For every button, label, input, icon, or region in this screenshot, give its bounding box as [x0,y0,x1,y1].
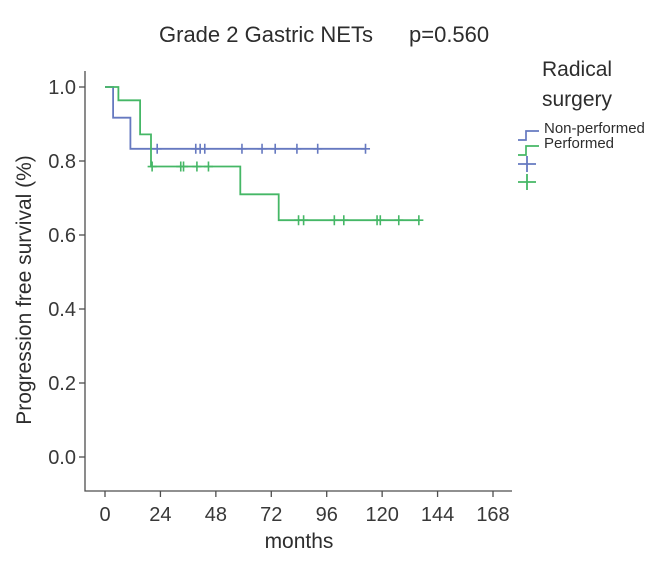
censor-mark-performed [299,215,309,226]
legend-title-line1: Radical [542,58,613,81]
censor-mark-non-performed [313,143,323,154]
legend-censor-glyph-performed [518,174,536,190]
y-tick-label-0.0: 0.0 [48,447,76,469]
x-tick-label-0: 0 [99,504,110,526]
p-value-label: p=0.560 [409,22,490,47]
y-tick-label-0.2: 0.2 [48,373,76,395]
censor-mark-performed [375,215,385,226]
legend-step-glyph-performed [518,145,539,156]
km-curve-performed [105,86,419,222]
censor-mark-performed [414,215,424,226]
y-tick-label-0.8: 0.8 [48,151,76,173]
censor-mark-performed [329,215,339,226]
censor-mark-performed [339,215,349,226]
chart-title: Grade 2 Gastric NETs [159,22,373,47]
x-axis-label: months [264,530,334,553]
censor-mark-non-performed [292,143,302,154]
censor-mark-non-performed [257,143,267,154]
x-tick-label-48: 48 [205,504,227,526]
x-tick-label-72: 72 [260,504,282,526]
censor-mark-non-performed [152,143,162,154]
legend-title-line2: surgery [542,88,613,111]
legend-censor-glyph-non-performed [518,156,536,172]
km-curve-non-performed [105,86,366,150]
y-tick-label-0.4: 0.4 [48,299,76,321]
censor-mark-non-performed [361,143,371,154]
censor-mark-performed [394,215,404,226]
y-tick-label-1.0: 1.0 [48,77,76,99]
x-tick-label-144: 144 [421,504,454,526]
censor-mark-non-performed [237,143,247,154]
axis-lines [84,71,512,492]
x-tick-label-24: 24 [149,504,171,526]
censor-mark-performed [203,161,213,172]
y-tick-label-0.6: 0.6 [48,225,76,247]
censor-mark-non-performed [270,143,280,154]
legend-item-label-non-performed: Non-performed [544,120,645,137]
legend-step-glyph-non-performed [518,130,539,141]
legend-item-label-performed: Performed [544,135,615,152]
x-tick-label-168: 168 [476,504,509,526]
censor-mark-performed [179,161,189,172]
censor-mark-non-performed [200,143,210,154]
x-tick-label-96: 96 [316,504,338,526]
x-tick-label-120: 120 [365,504,398,526]
censor-mark-performed [147,161,157,172]
censor-mark-performed [192,161,202,172]
